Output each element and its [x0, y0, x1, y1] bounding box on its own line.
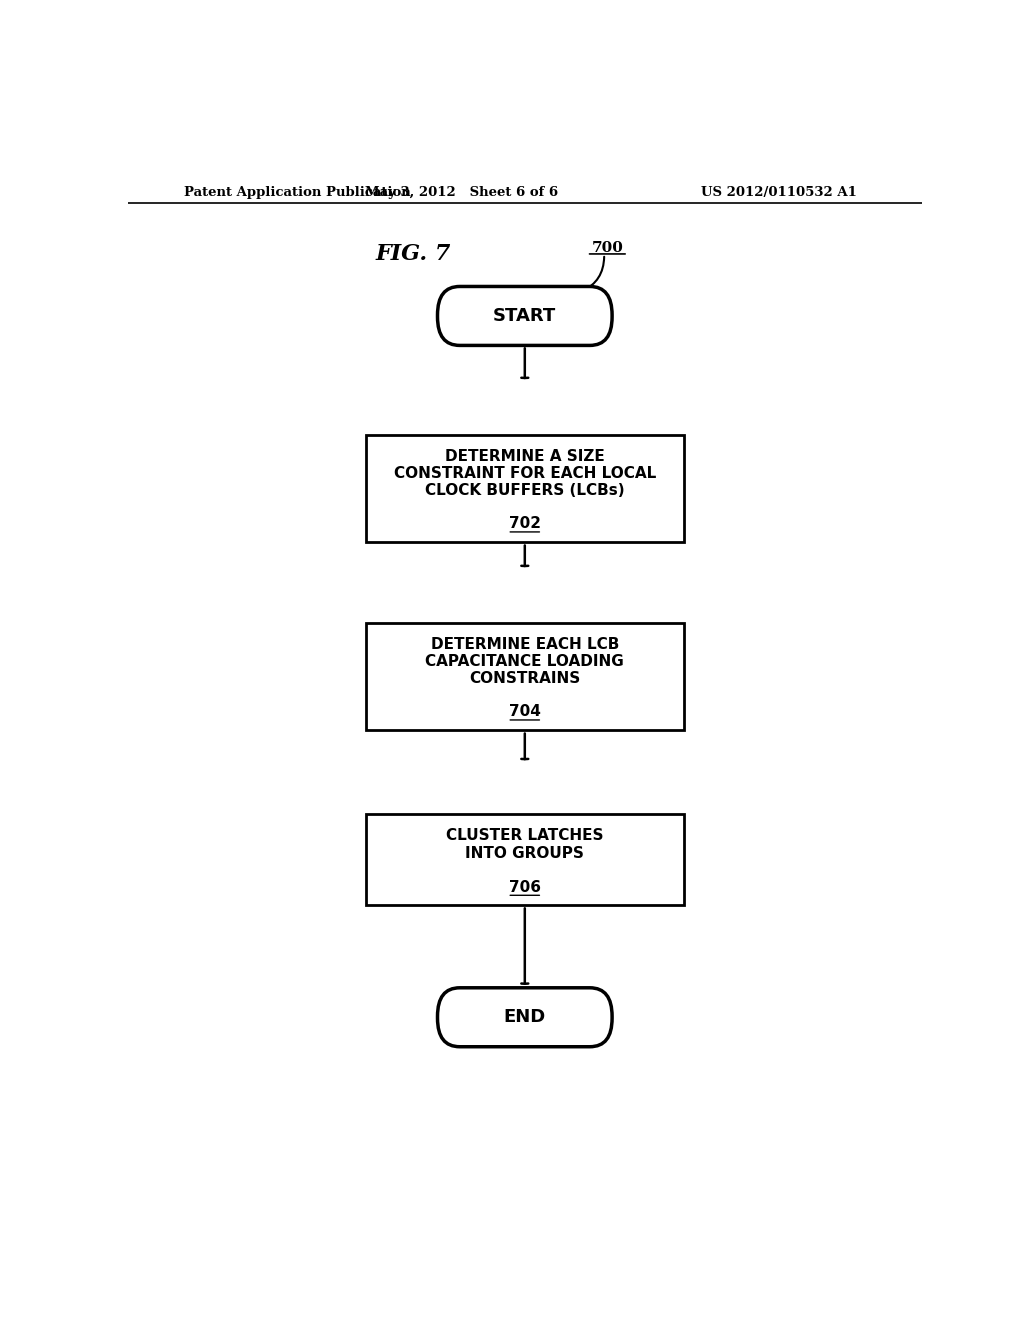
FancyBboxPatch shape	[367, 814, 684, 906]
FancyBboxPatch shape	[367, 623, 684, 730]
Text: US 2012/0110532 A1: US 2012/0110532 A1	[700, 186, 857, 199]
FancyBboxPatch shape	[367, 436, 684, 543]
Text: 702: 702	[509, 516, 541, 531]
Text: 700: 700	[592, 240, 624, 255]
FancyBboxPatch shape	[437, 987, 612, 1047]
Text: CLUSTER LATCHES
INTO GROUPS: CLUSTER LATCHES INTO GROUPS	[446, 828, 603, 861]
Text: START: START	[494, 308, 556, 325]
Text: May 3, 2012   Sheet 6 of 6: May 3, 2012 Sheet 6 of 6	[365, 186, 558, 199]
Text: FIG. 7: FIG. 7	[376, 243, 452, 265]
Text: 706: 706	[509, 879, 541, 895]
Text: END: END	[504, 1008, 546, 1026]
Text: Patent Application Publication: Patent Application Publication	[183, 186, 411, 199]
Text: DETERMINE A SIZE
CONSTRAINT FOR EACH LOCAL
CLOCK BUFFERS (LCBs): DETERMINE A SIZE CONSTRAINT FOR EACH LOC…	[393, 449, 656, 499]
FancyBboxPatch shape	[437, 286, 612, 346]
Text: DETERMINE EACH LCB
CAPACITANCE LOADING
CONSTRAINS: DETERMINE EACH LCB CAPACITANCE LOADING C…	[425, 636, 625, 686]
Text: 704: 704	[509, 705, 541, 719]
